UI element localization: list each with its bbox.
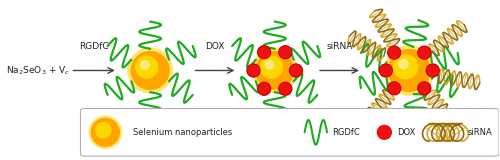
Ellipse shape [426,64,439,77]
Ellipse shape [279,82,292,95]
Ellipse shape [260,56,282,78]
Ellipse shape [140,61,149,69]
Text: siRNA: siRNA [468,128,492,137]
Text: RGDfC: RGDfC [80,42,109,52]
Ellipse shape [378,125,392,139]
Ellipse shape [399,60,408,69]
Ellipse shape [258,46,270,59]
Ellipse shape [136,56,158,78]
Ellipse shape [266,61,274,69]
Text: Selenium nanoparticles: Selenium nanoparticles [132,128,232,137]
Ellipse shape [380,64,392,77]
Ellipse shape [256,52,294,89]
Ellipse shape [92,118,120,146]
Text: Na$_2$SeO$_3$ + V$_c$: Na$_2$SeO$_3$ + V$_c$ [6,64,70,77]
Text: DOX: DOX [206,42,225,52]
Ellipse shape [258,82,270,95]
Ellipse shape [247,64,260,77]
Text: DOX: DOX [397,128,415,137]
Ellipse shape [384,46,434,95]
Ellipse shape [290,64,302,77]
Ellipse shape [394,55,417,79]
Ellipse shape [131,52,169,89]
Ellipse shape [279,46,292,59]
Ellipse shape [418,82,431,95]
Ellipse shape [388,46,400,59]
Ellipse shape [90,116,122,148]
Ellipse shape [252,48,297,93]
Ellipse shape [388,50,430,91]
Ellipse shape [96,123,111,138]
Ellipse shape [388,82,400,95]
FancyBboxPatch shape [80,108,499,156]
Text: siRNA: siRNA [326,42,352,52]
Ellipse shape [418,46,431,59]
Ellipse shape [128,48,172,93]
Text: RGDfC: RGDfC [332,128,360,137]
